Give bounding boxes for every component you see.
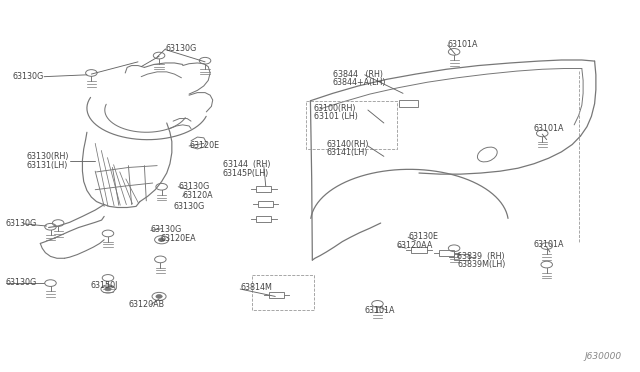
Text: 63120A: 63120A (182, 191, 213, 200)
Text: 63101A: 63101A (365, 306, 396, 315)
Text: 63130G: 63130G (6, 278, 37, 287)
Circle shape (159, 238, 164, 241)
Text: 63120E: 63120E (189, 141, 220, 150)
Text: 63150J: 63150J (90, 281, 118, 290)
Text: 63131(LH): 63131(LH) (26, 161, 68, 170)
Text: 63101A: 63101A (534, 124, 564, 133)
Text: 63100(RH): 63100(RH) (314, 104, 356, 113)
Bar (399, 100, 418, 108)
Text: 63130E: 63130E (408, 231, 438, 241)
Text: 63144  (RH): 63144 (RH) (223, 160, 271, 169)
Text: 63130G: 63130G (178, 182, 209, 190)
Bar (258, 201, 273, 207)
Text: 63130G: 63130G (13, 72, 44, 81)
Text: 63120AB: 63120AB (129, 300, 164, 309)
Text: 63839  (RH): 63839 (RH) (458, 252, 505, 261)
Text: 63101A: 63101A (534, 240, 564, 249)
Text: 63120AA: 63120AA (397, 241, 433, 250)
Bar (269, 292, 284, 298)
Text: 63814M: 63814M (240, 283, 272, 292)
Text: 63101A: 63101A (448, 40, 478, 49)
Bar (412, 247, 427, 253)
Text: 63844   (RH): 63844 (RH) (333, 70, 383, 78)
Text: 63130G: 63130G (173, 202, 204, 211)
Text: J630000: J630000 (584, 352, 621, 361)
Bar (256, 186, 271, 192)
Text: 63130G: 63130G (166, 44, 196, 52)
Circle shape (156, 295, 162, 298)
Bar (256, 217, 271, 222)
Bar (439, 250, 454, 256)
Text: 63130(RH): 63130(RH) (26, 152, 68, 161)
Text: 63141(LH): 63141(LH) (326, 148, 368, 157)
Text: 63145P(LH): 63145P(LH) (223, 169, 269, 177)
Text: 63130G: 63130G (6, 219, 37, 228)
Circle shape (105, 287, 111, 291)
Text: 63844+A(LH): 63844+A(LH) (333, 78, 387, 87)
Text: 63140(RH): 63140(RH) (326, 140, 369, 149)
Text: 63839M(LH): 63839M(LH) (458, 260, 506, 269)
Text: 63120EA: 63120EA (161, 234, 196, 244)
Text: 63130G: 63130G (151, 225, 182, 234)
Bar (454, 254, 469, 260)
Text: 63101 (LH): 63101 (LH) (314, 112, 358, 121)
